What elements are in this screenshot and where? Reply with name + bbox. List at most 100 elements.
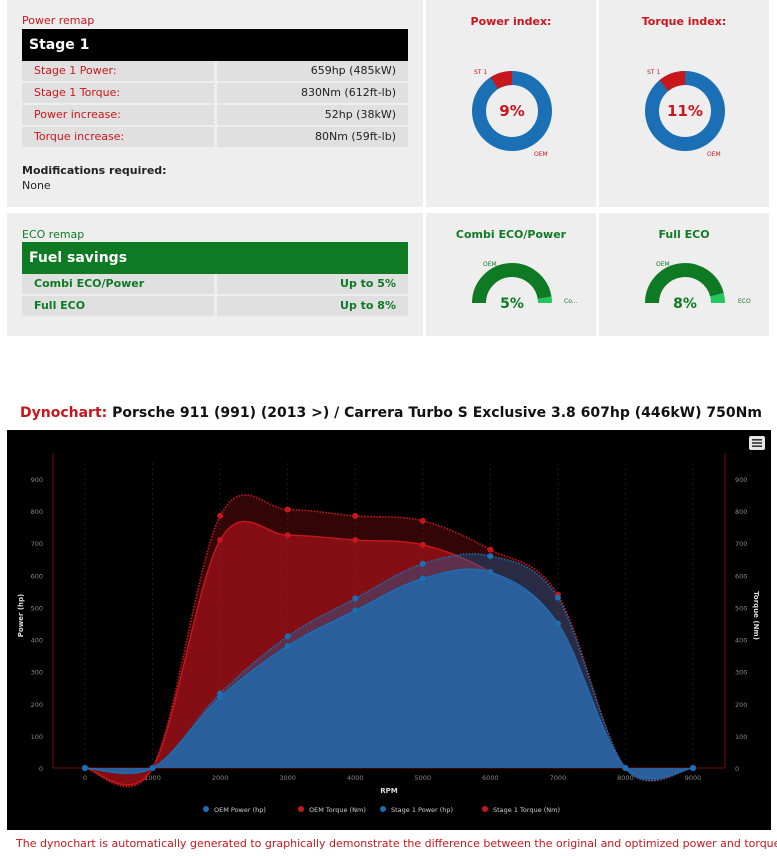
y-tick-label: 300 [31,669,43,677]
series-point[interactable] [284,642,291,649]
x-tick-label: 1000 [144,774,161,782]
y2-tick-label: 600 [735,572,747,580]
power-increase-row: Power increase: 52hp (38kW) [22,105,408,125]
series-point[interactable] [284,633,291,640]
series-line-0 [84,568,694,780]
y-tick-label: 600 [31,572,43,580]
combi-eco-value: Up to 5% [217,274,408,294]
combi-eco-label: Combi ECO/Power [22,274,214,294]
power-remap-label: Power remap [22,14,95,27]
x-tick-label: 5000 [415,774,432,782]
combi-eco-row: Combi ECO/Power Up to 5% [22,274,408,294]
y-tick-label: 700 [31,540,43,548]
combi-eco-gauge: 5% OEM Co... [472,261,578,312]
y-tick-label: 800 [31,508,43,516]
x-tick-label: 2000 [212,774,229,782]
chart-menu-icon[interactable] [749,436,765,450]
series-point[interactable] [352,607,359,614]
stage-torque-label: Stage 1 Torque: [22,83,214,103]
power-index-title: Power index: [470,15,552,28]
series-point[interactable] [352,595,359,602]
stage-power-label: Stage 1 Power: [22,61,214,81]
full-eco-label: Full ECO [22,296,214,316]
dyno-footnote: The dynochart is automatically generated… [16,837,777,850]
y2-tick-label: 0 [735,765,739,773]
full-eco-value: Up to 8% [217,296,408,316]
y2-tick-label: 500 [735,604,747,612]
series-point[interactable] [352,537,359,544]
full-eco-gauge: 8% OEM ECO [645,261,751,312]
dyno-title-label: Dynochart: [20,405,108,421]
legend-marker[interactable] [298,806,304,812]
y2-tick-label: 400 [735,637,747,645]
series-point[interactable] [419,541,426,548]
torque-index-ring-segment [645,71,725,151]
torque-index-panel [599,0,769,207]
y-tick-label: 200 [31,701,43,709]
legend-item[interactable]: OEM Power (hp) [214,806,266,814]
x-tick-label: 4000 [347,774,364,782]
legend-item[interactable]: Stage 1 Torque (Nm) [493,806,560,814]
stage-torque-value: 830Nm (612ft-lb) [217,83,408,103]
series-point[interactable] [149,765,156,771]
full-eco-arc-base [645,263,724,304]
series-point[interactable] [82,765,88,771]
power-index-oem-label: OEM [534,151,548,158]
x-tick-label: 6000 [482,774,499,782]
series-line-2 [84,553,694,782]
full-eco-arc-segment [710,293,725,304]
series-point[interactable] [487,546,494,553]
torque-index-oem-label: OEM [707,151,721,158]
x-tick-label: 8000 [617,774,634,782]
series-point[interactable] [419,560,426,567]
mods-title: Modifications required: [22,164,167,177]
y2-tick-label: 900 [735,476,747,484]
series-point[interactable] [487,553,494,560]
y-axis-title: Power (hp) [17,594,25,637]
mods-value: None [22,179,51,192]
power-index-donut: 9% ST 1 OEM [472,69,552,158]
series-point[interactable] [217,537,224,544]
series-point[interactable] [284,506,291,513]
full-eco-title: Full ECO [658,228,710,241]
series-point[interactable] [352,512,359,519]
series-point[interactable] [419,517,426,524]
y-tick-label: 100 [31,733,43,741]
series-point[interactable] [284,532,291,539]
series-point[interactable] [217,694,224,701]
series-point[interactable] [690,765,696,771]
combi-eco-arc-base [472,263,552,304]
power-index-ring-segment [472,70,552,151]
series-point[interactable] [487,569,494,576]
x-tick-label: 0 [83,774,87,782]
series-point[interactable] [419,575,426,582]
legend-marker[interactable] [380,806,386,812]
power-increase-value: 52hp (38kW) [217,105,408,125]
dynochart-svg: 0 0 100 100 200 200 300 300 400 400 500 500 600 600 70… [17,453,760,814]
x-axis-title: RPM [380,787,398,795]
power-index-st-label: ST 1 [474,69,487,76]
torque-index-st-label: ST 1 [647,69,660,76]
x-tick-label: 3000 [279,774,296,782]
legend-item[interactable]: OEM Torque (Nm) [309,806,366,814]
series-point[interactable] [622,765,629,771]
fuel-savings-title: Fuel savings [22,242,408,274]
x-tick-label: 9000 [685,774,702,782]
power-increase-label: Power increase: [22,105,214,125]
stage-torque-row: Stage 1 Torque: 830Nm (612ft-lb) [22,83,408,103]
combi-eco-co-label: Co... [564,298,578,305]
power-index-panel [426,0,596,207]
legend-item[interactable]: Stage 1 Power (hp) [391,806,453,814]
series-point[interactable] [554,620,561,627]
legend-marker[interactable] [482,806,488,812]
series-area-0 [85,568,693,779]
series-point[interactable] [554,594,561,601]
legend-marker[interactable] [203,806,209,812]
full-eco-value: 8% [673,296,697,312]
y-tick-label: 400 [31,637,43,645]
y-tick-label: 500 [31,604,43,612]
combi-eco-value: 5% [500,296,524,312]
torque-index-title: Torque index: [641,15,727,28]
series-point[interactable] [217,512,224,519]
y-tick-label: 900 [31,476,43,484]
